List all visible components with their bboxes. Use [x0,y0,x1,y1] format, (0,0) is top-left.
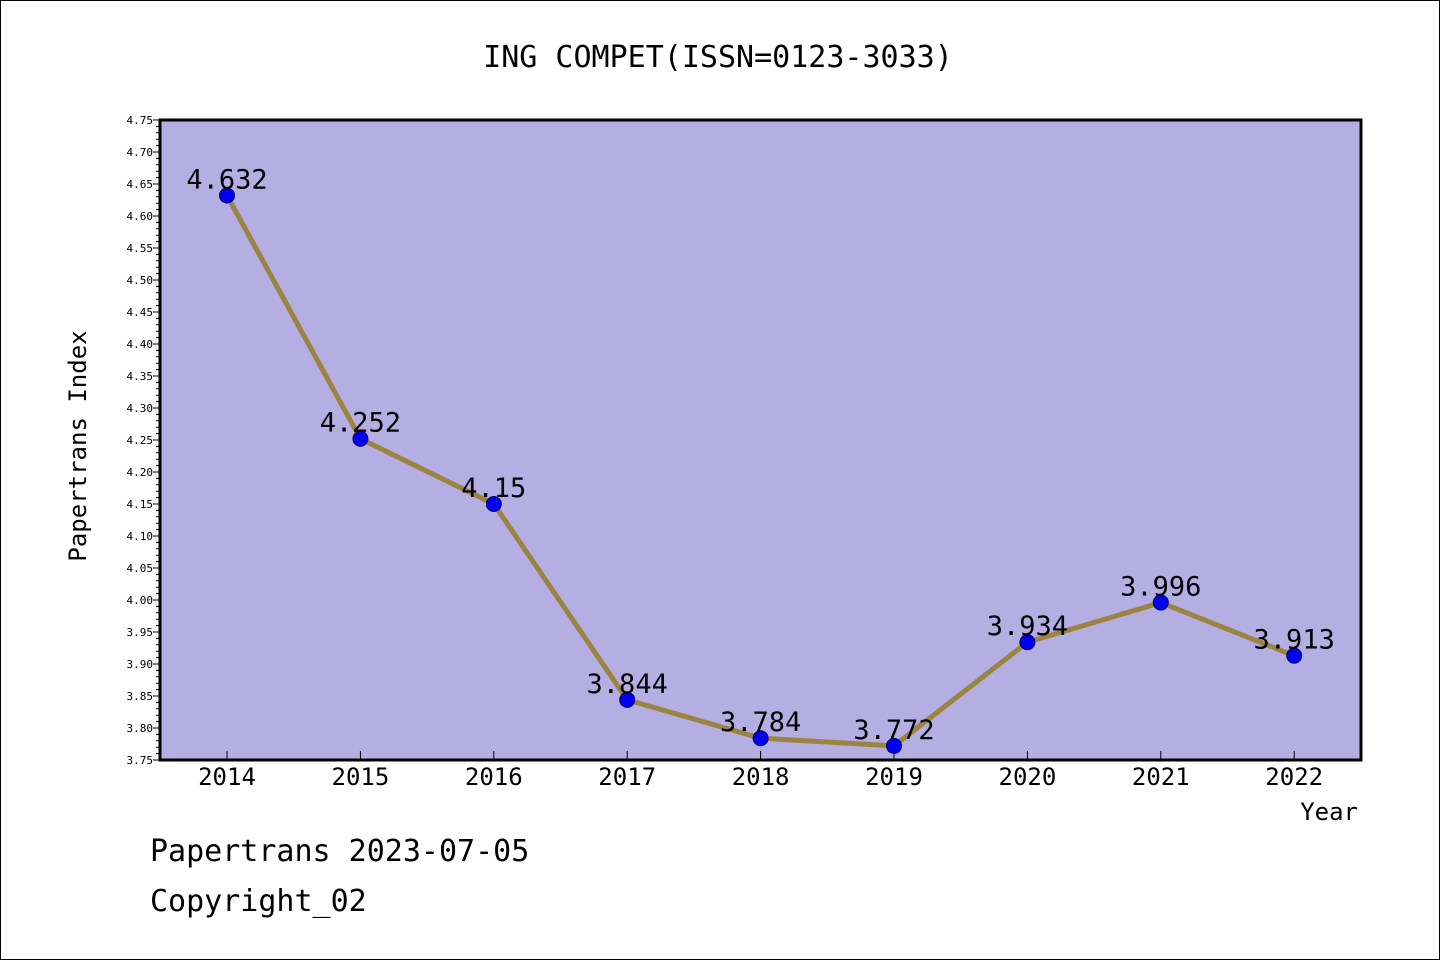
x-tick-label: 2018 [732,763,790,791]
y-axis-label: Papertrans Index [64,330,92,561]
x-axis: 2014 2015 2016 2017 2018 2019 2020 2021 2022 [198,751,1323,791]
y-tick-label: 4.60 [127,210,154,223]
footer-copyright: Copyright_02 [150,884,367,919]
data-label: 3.844 [587,669,668,700]
y-tick-label: 4.00 [127,594,154,607]
x-tick-label: 2017 [598,763,656,791]
x-tick-label: 2016 [465,763,523,791]
x-tick-label: 2014 [198,763,256,791]
data-label: 3.913 [1254,625,1335,656]
data-label: 3.772 [853,715,934,746]
plot-area [158,118,1363,762]
data-label: 4.632 [186,165,267,196]
data-label: 3.996 [1120,572,1201,603]
y-tick-label: 4.55 [127,242,154,255]
data-point [485,496,502,512]
y-tick-label: 4.45 [127,306,154,319]
x-tick-label: 2015 [332,763,390,791]
chart-title: ING COMPET(ISSN=0123-3033) [483,40,953,75]
data-point [1152,594,1169,611]
x-tick-label: 2021 [1132,763,1190,791]
x-axis-label: Year [1300,798,1358,826]
y-tick-label: 4.70 [127,146,154,159]
data-point [1286,647,1303,664]
y-tick-label: 4.30 [127,402,154,415]
data-label: 3.934 [987,611,1068,642]
data-point [1019,634,1036,651]
footer-date: Papertrans 2023-07-05 [150,834,530,869]
y-tick-label: 3.85 [127,690,154,703]
y-tick-label: 4.35 [127,370,154,383]
y-tick-label: 3.80 [127,722,154,735]
x-tick-label: 2019 [865,763,923,791]
data-point [752,730,769,747]
y-tick-label: 4.50 [127,274,154,287]
y-tick-label: 4.15 [127,498,154,511]
y-tick-label: 4.05 [127,562,154,575]
y-tick-label: 4.20 [127,466,154,479]
data-point [352,430,369,447]
data-label: 4.15 [461,473,526,504]
data-labels: 4.632 4.252 4.15 3.844 3.784 3.772 3.934 3.996 3… [186,165,1334,746]
data-point [219,187,235,204]
y-tick-label: 4.65 [127,178,154,191]
series-markers [219,187,1303,754]
y-tick-label: 4.40 [127,338,154,351]
data-point [619,691,636,708]
y-tick-label: 4.10 [127,530,154,543]
y-tick-label: 4.75 [127,114,154,127]
y-axis: 3.75 3.80 3.85 3.90 3.95 4.00 4.05 4.10 4.15 4.20… [127,114,160,767]
x-tick-label: 2022 [1265,763,1323,791]
data-label: 3.784 [720,707,801,738]
y-tick-label: 3.90 [127,658,154,671]
y-tick-label: 3.75 [127,754,154,767]
x-tick-label: 2020 [999,763,1057,791]
y-tick-label: 3.95 [127,626,154,639]
y-tick-label: 4.25 [127,434,154,447]
data-label: 4.252 [320,408,401,439]
data-point [886,737,902,754]
